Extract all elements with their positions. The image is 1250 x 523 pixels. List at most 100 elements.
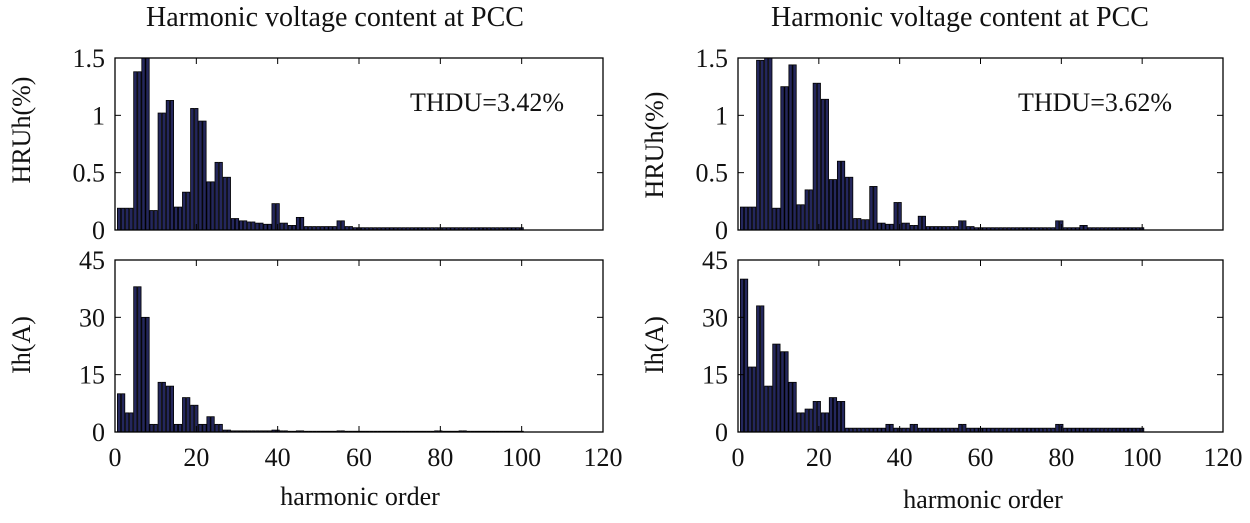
bar — [820, 98, 825, 231]
x-tick-label: 20 — [806, 443, 832, 472]
right-top-plot: 0 0.5 1 1.5 — [696, 44, 1224, 245]
bar — [857, 218, 862, 231]
bar — [881, 222, 886, 231]
axes-frame — [737, 259, 1224, 433]
bar — [165, 385, 170, 433]
left-bottom-xlabel: harmonic order — [280, 482, 440, 511]
bar — [788, 381, 793, 433]
bar — [808, 408, 813, 433]
x-tick-label: 80 — [427, 443, 453, 472]
bar — [792, 64, 797, 231]
bar — [165, 100, 170, 231]
bar — [161, 112, 166, 231]
bar — [962, 423, 967, 433]
y-tick-label: 0 — [715, 216, 728, 245]
bar — [768, 385, 773, 433]
bar — [133, 71, 138, 231]
bar — [808, 189, 813, 231]
bar — [210, 181, 215, 231]
bar — [800, 204, 805, 231]
bar — [202, 423, 207, 433]
bar — [218, 423, 223, 433]
right-bottom-xlabel: harmonic order — [903, 485, 1063, 514]
left-bottom-plot: 0 15 30 45 0 20 40 60 80 100 120 — [79, 246, 623, 472]
bar — [784, 351, 789, 433]
bar — [764, 57, 769, 231]
bar — [958, 220, 963, 231]
bar — [744, 206, 749, 231]
bar — [909, 225, 914, 231]
bar — [161, 381, 166, 433]
bar — [828, 397, 834, 433]
bar — [748, 206, 753, 231]
bar — [210, 416, 215, 433]
bar — [760, 305, 765, 433]
right-bottom-ylabel: Ih(A) — [640, 316, 669, 374]
bar — [764, 385, 769, 433]
x-tick-label: 0 — [109, 443, 122, 472]
bar — [824, 412, 829, 433]
bar — [780, 86, 785, 231]
left-top-title: Harmonic voltage content at PCC — [146, 2, 524, 33]
bar — [177, 423, 183, 433]
bar — [141, 316, 146, 433]
bar — [182, 397, 187, 433]
bar — [913, 423, 918, 433]
y-tick-label: 1 — [715, 101, 728, 130]
bar — [869, 186, 874, 231]
bar — [243, 220, 248, 231]
bar — [845, 176, 850, 231]
bar — [238, 220, 244, 231]
bar — [796, 204, 801, 231]
bar — [776, 343, 781, 433]
y-tick-label: 15 — [79, 361, 105, 390]
bar — [202, 120, 207, 231]
y-tick-label: 45 — [79, 246, 105, 275]
bar — [279, 222, 284, 231]
bar — [841, 160, 846, 231]
y-tick-label: 0 — [92, 418, 105, 447]
bar — [824, 98, 829, 231]
bar — [836, 401, 842, 433]
bar — [214, 161, 219, 231]
x-tick-label: 40 — [887, 443, 913, 472]
bar — [816, 82, 821, 231]
y-tick-label: 0.5 — [696, 159, 729, 188]
bar — [137, 71, 142, 231]
bar — [222, 176, 227, 231]
bar — [149, 210, 154, 231]
bar — [271, 203, 276, 231]
bar — [1055, 220, 1060, 231]
y-tick-label: 1 — [92, 101, 105, 130]
bar — [206, 181, 211, 231]
right-top-title: Harmonic voltage content at PCC — [771, 2, 1149, 33]
bar — [182, 191, 187, 231]
bar — [832, 397, 838, 433]
bar — [198, 423, 203, 433]
bar — [153, 210, 158, 231]
bar — [841, 401, 846, 433]
bar — [226, 176, 231, 231]
x-tick-label: 60 — [968, 443, 994, 472]
y-tick-label: 0.5 — [73, 159, 106, 188]
bar — [141, 57, 146, 231]
bar — [784, 86, 789, 231]
bar — [812, 82, 817, 231]
bar — [877, 222, 882, 231]
bar — [169, 100, 175, 231]
bar — [259, 222, 264, 231]
bar — [121, 207, 126, 231]
bar — [157, 381, 162, 433]
right-top-ylabel: HRUh(%) — [640, 92, 669, 199]
bar — [788, 64, 793, 231]
bar — [177, 206, 183, 231]
bar — [760, 59, 765, 231]
bar — [861, 219, 866, 231]
bar — [905, 222, 910, 231]
bar — [198, 120, 203, 231]
bar — [295, 216, 301, 231]
left-top-ylabel: HRUh(%) — [7, 77, 36, 184]
bar — [828, 179, 834, 231]
y-tick-label: 0 — [92, 216, 105, 245]
